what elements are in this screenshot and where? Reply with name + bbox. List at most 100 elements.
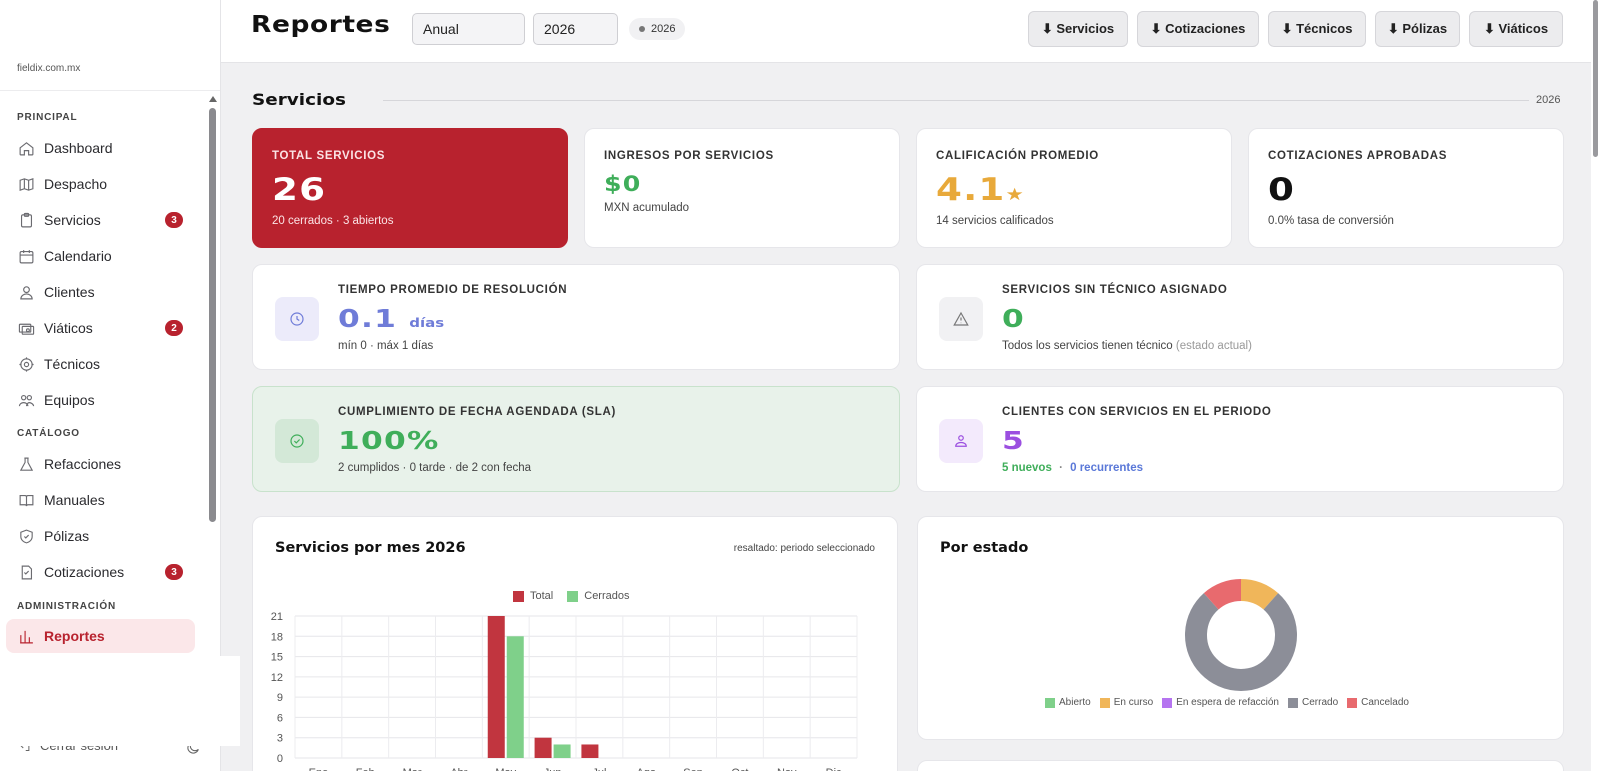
sidebar-item-cotizaciones[interactable]: Cotizaciones 3 (6, 555, 195, 589)
legend-item-cerrados[interactable]: Cerrados (567, 590, 630, 602)
export-viaticos-button[interactable]: ⬇ Viáticos (1469, 11, 1563, 47)
bar-total-jul (581, 744, 599, 758)
legend-item[interactable]: En curso (1099, 697, 1153, 708)
sidebar-item-equipos[interactable]: Equipos (6, 383, 195, 417)
legend-label: Cerrados (584, 590, 630, 602)
map-icon (17, 175, 35, 193)
legend-item-total[interactable]: Total (513, 590, 553, 602)
sidebar-item-label: Viáticos (44, 320, 93, 336)
legend-item[interactable]: Cerrado (1288, 697, 1338, 708)
sidebar-scrollbar[interactable] (208, 96, 217, 656)
sidebar-item-polizas[interactable]: Pólizas (6, 519, 195, 553)
top-bar: Reportes Anual 2026 2026 ⬇ Servicios ⬇ C… (221, 0, 1600, 63)
legend-swatch (513, 590, 524, 602)
export-polizas-button[interactable]: ⬇ Pólizas (1375, 11, 1460, 47)
scroll-up-arrow-icon[interactable] (209, 96, 217, 102)
bar-legend[interactable]: Total Cerrados (513, 590, 644, 602)
legend-item[interactable]: Cancelado (1347, 697, 1409, 708)
sidebar: fieldix.com.mx PRINCIPAL Dashboard Despa… (0, 0, 221, 771)
card-value: 0 (1002, 304, 1026, 333)
kpi-label: INGRESOS POR SERVICIOS (604, 150, 774, 162)
y-tick-label: 6 (277, 712, 283, 724)
sidebar-item-label: Equipos (44, 392, 95, 408)
org-domain: fieldix.com.mx (17, 63, 81, 74)
card-sla: CUMPLIMIENTO DE FECHA AGENDADA (SLA) 100… (252, 386, 900, 492)
sidebar-item-reportes[interactable]: Reportes (6, 619, 195, 653)
clock-icon (275, 297, 319, 341)
page-scroll-thumb[interactable] (1593, 0, 1598, 157)
sidebar-item-tecnicos[interactable]: Técnicos (6, 347, 195, 381)
legend-swatch (1162, 697, 1173, 708)
chart-card-status: Por estado Abierto En curso En espera de r… (917, 516, 1564, 740)
bar-total-may (487, 616, 505, 758)
sidebar-overlay-panel (0, 656, 240, 746)
gear-icon (17, 355, 35, 373)
sidebar-item-label: Dashboard (44, 140, 113, 156)
sidebar-scroll-thumb[interactable] (209, 108, 216, 522)
page-title: Reportes (251, 12, 391, 38)
kpi-label: CALIFICACIÓN PROMEDIO (936, 150, 1099, 162)
clientes-recurrentes: 0 recurrentes (1070, 462, 1143, 474)
x-tick-label: Ago (636, 767, 656, 771)
slice-cerrado (1185, 593, 1297, 691)
next-card (917, 760, 1564, 771)
home-icon (17, 139, 35, 157)
export-tecnicos-button[interactable]: ⬇ Técnicos (1268, 11, 1366, 47)
donut-legend[interactable]: Abierto En curso En espera de refacción Cer… (1045, 697, 1418, 708)
legend-swatch (567, 590, 579, 602)
shield-icon (17, 527, 35, 545)
year-select[interactable]: 2026 (533, 13, 618, 45)
card-label: CUMPLIMIENTO DE FECHA AGENDADA (SLA) (338, 406, 616, 418)
bar-cerrados-may (506, 636, 524, 758)
x-tick-label: Sep (683, 767, 703, 771)
x-tick-label: Mar (403, 767, 422, 771)
sidebar-item-despacho[interactable]: Despacho (6, 167, 195, 201)
clientes-separator: · (1059, 462, 1063, 474)
card-value: 5 (1002, 426, 1026, 455)
kpi-ingresos: INGRESOS POR SERVICIOS $0 MXN acumulado (584, 128, 900, 248)
year-chip-label: 2026 (651, 23, 676, 35)
cash-icon (17, 319, 35, 337)
sidebar-item-servicios[interactable]: Servicios 3 (6, 203, 195, 237)
kpi-sub: 20 cerrados · 3 abiertos (272, 215, 394, 227)
sidebar-item-label: Clientes (44, 284, 95, 300)
sidebar-item-label: Servicios (44, 212, 101, 228)
legend-swatch (1045, 697, 1055, 708)
kpi-calificacion: CALIFICACIÓN PROMEDIO 4.1★ 14 servicios … (916, 128, 1232, 248)
export-cotizaciones-button[interactable]: ⬇ Cotizaciones (1137, 11, 1259, 47)
year-chip: 2026 (629, 18, 686, 40)
chart-title: Por estado (940, 540, 1029, 556)
y-tick-label: 9 (277, 692, 283, 704)
page-scrollbar[interactable] (1591, 0, 1600, 771)
kpi-value: $0 (604, 172, 642, 196)
sidebar-item-label: Cotizaciones (44, 564, 125, 580)
sidebar-item-dashboard[interactable]: Dashboard (6, 131, 195, 165)
sidebar-item-refacciones[interactable]: Refacciones (6, 447, 195, 481)
sidebar-item-label: Técnicos (44, 356, 101, 372)
section-catalogo: CATÁLOGO (17, 428, 80, 439)
legend-item[interactable]: En espera de refacción (1162, 697, 1279, 708)
kpi-cotizaciones: COTIZACIONES APROBADAS 0 0.0% tasa de co… (1248, 128, 1564, 248)
x-tick-label: Jul (592, 767, 606, 771)
card-sin-tecnico: SERVICIOS SIN TÉCNICO ASIGNADO 0 Todos l… (916, 264, 1564, 370)
legend-item[interactable]: Abierto (1045, 697, 1091, 708)
y-tick-label: 18 (271, 631, 283, 643)
legend-swatch (1099, 697, 1110, 708)
x-tick-label: May (495, 767, 516, 771)
chart-title: Servicios por mes 2026 (275, 540, 466, 556)
period-select[interactable]: Anual (412, 13, 525, 45)
card-sub-text: Todos los servicios tienen técnico (1002, 340, 1173, 352)
sidebar-item-clientes[interactable]: Clientes (6, 275, 195, 309)
export-servicios-button[interactable]: ⬇ Servicios (1028, 11, 1128, 47)
x-tick-label: Dic (826, 767, 842, 771)
kpi-value: 26 (272, 172, 327, 208)
x-tick-label: Feb (356, 767, 375, 771)
sidebar-item-viaticos[interactable]: Viáticos 2 (6, 311, 195, 345)
sidebar-item-calendario[interactable]: Calendario (6, 239, 195, 273)
card-clientes: CLIENTES CON SERVICIOS EN EL PERIODO 5 5… (916, 386, 1564, 492)
slice-en-curso (1240, 579, 1279, 610)
sidebar-item-manuales[interactable]: Manuales (6, 483, 195, 517)
calendar-icon (17, 247, 35, 265)
sidebar-item-label: Refacciones (44, 456, 122, 472)
resolution-unit: días (409, 316, 445, 330)
